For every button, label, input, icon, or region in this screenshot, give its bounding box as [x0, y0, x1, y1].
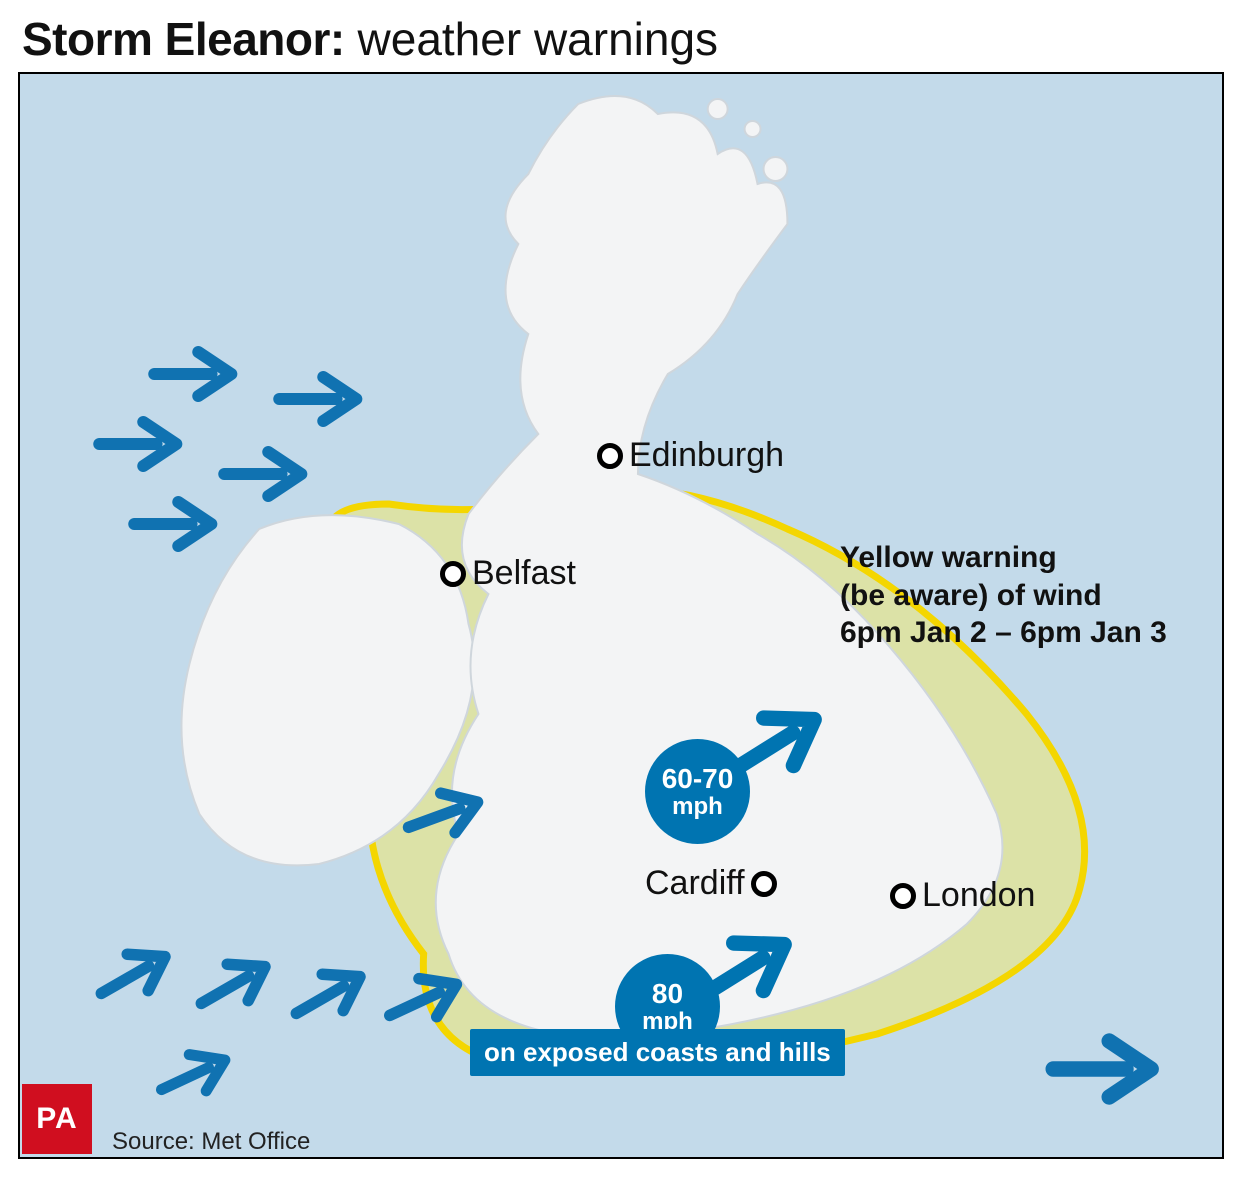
title-bar: Storm Eleanor: weather warnings: [0, 0, 1242, 74]
source-credit: Source: Met Office: [112, 1128, 310, 1156]
wind-speed-badge: 60-70 mph: [645, 739, 750, 844]
pa-logo-text: PA: [36, 1102, 77, 1136]
pa-logo: PA: [22, 1084, 92, 1154]
wind-arrow-icon: [1042, 1027, 1168, 1111]
warning-line: 6pm Jan 2 – 6pm Jan 3: [840, 614, 1167, 652]
wind-arrow-icon: [126, 491, 225, 557]
city-london: London: [890, 876, 1035, 915]
city-belfast: Belfast: [440, 554, 576, 593]
city-cardiff: Cardiff: [645, 864, 777, 903]
city-label: London: [922, 876, 1035, 915]
land-isle: [745, 121, 761, 137]
wind-arrow-icon: [146, 341, 245, 407]
city-label: Cardiff: [645, 864, 745, 903]
warning-line: (be aware) of wind: [840, 577, 1167, 615]
wind-speed-unit: mph: [672, 794, 723, 819]
title-bold: Storm Eleanor:: [22, 13, 345, 65]
wind-arrow-icon: [271, 366, 370, 432]
map-viewport: Edinburgh Belfast Cardiff London Yellow …: [18, 72, 1224, 1159]
land-isle: [708, 99, 728, 119]
wind-arrow-icon: [216, 441, 315, 507]
title-light: weather warnings: [345, 13, 718, 65]
city-marker-icon: [597, 443, 623, 469]
city-marker-icon: [440, 561, 466, 587]
infographic-frame: Storm Eleanor: weather warnings: [0, 0, 1242, 1177]
city-marker-icon: [890, 883, 916, 909]
city-label: Edinburgh: [629, 436, 784, 475]
city-marker-icon: [751, 871, 777, 897]
city-edinburgh: Edinburgh: [597, 436, 784, 475]
coast-note-band: on exposed coasts and hills: [470, 1029, 845, 1076]
wind-speed-value: 60-70: [662, 764, 734, 793]
coast-note-text: on exposed coasts and hills: [484, 1037, 831, 1067]
land-isle: [764, 157, 788, 181]
wind-arrow-icon: [91, 411, 190, 477]
warning-text: Yellow warning (be aware) of wind 6pm Ja…: [840, 539, 1167, 652]
source-text: Source: Met Office: [112, 1128, 310, 1155]
wind-speed-value: 80: [652, 979, 683, 1008]
city-label: Belfast: [472, 554, 576, 593]
warning-line: Yellow warning: [840, 539, 1167, 577]
